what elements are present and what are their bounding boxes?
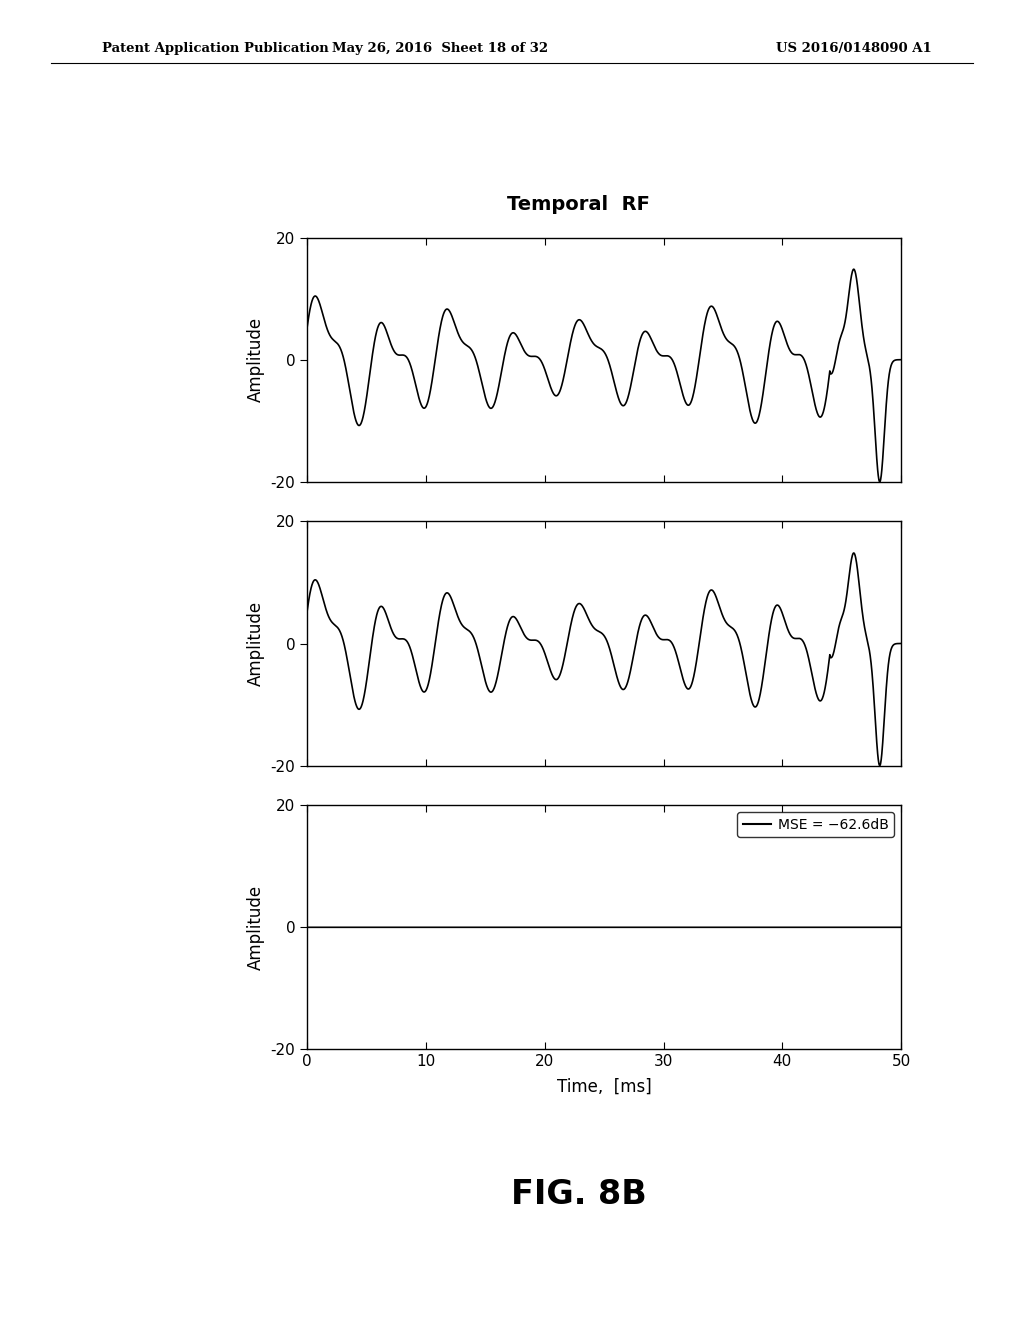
- Y-axis label: Amplitude: Amplitude: [247, 884, 265, 970]
- Y-axis label: Amplitude: Amplitude: [247, 601, 265, 686]
- Y-axis label: Amplitude: Amplitude: [247, 317, 265, 403]
- Text: US 2016/0148090 A1: US 2016/0148090 A1: [776, 42, 932, 55]
- X-axis label: Time,  [ms]: Time, [ms]: [557, 1077, 651, 1096]
- Text: FIG. 8B: FIG. 8B: [511, 1177, 646, 1212]
- Text: May 26, 2016  Sheet 18 of 32: May 26, 2016 Sheet 18 of 32: [332, 42, 549, 55]
- Legend: MSE = −62.6dB: MSE = −62.6dB: [737, 812, 894, 837]
- Text: Patent Application Publication: Patent Application Publication: [102, 42, 329, 55]
- Text: Temporal  RF: Temporal RF: [507, 195, 650, 214]
